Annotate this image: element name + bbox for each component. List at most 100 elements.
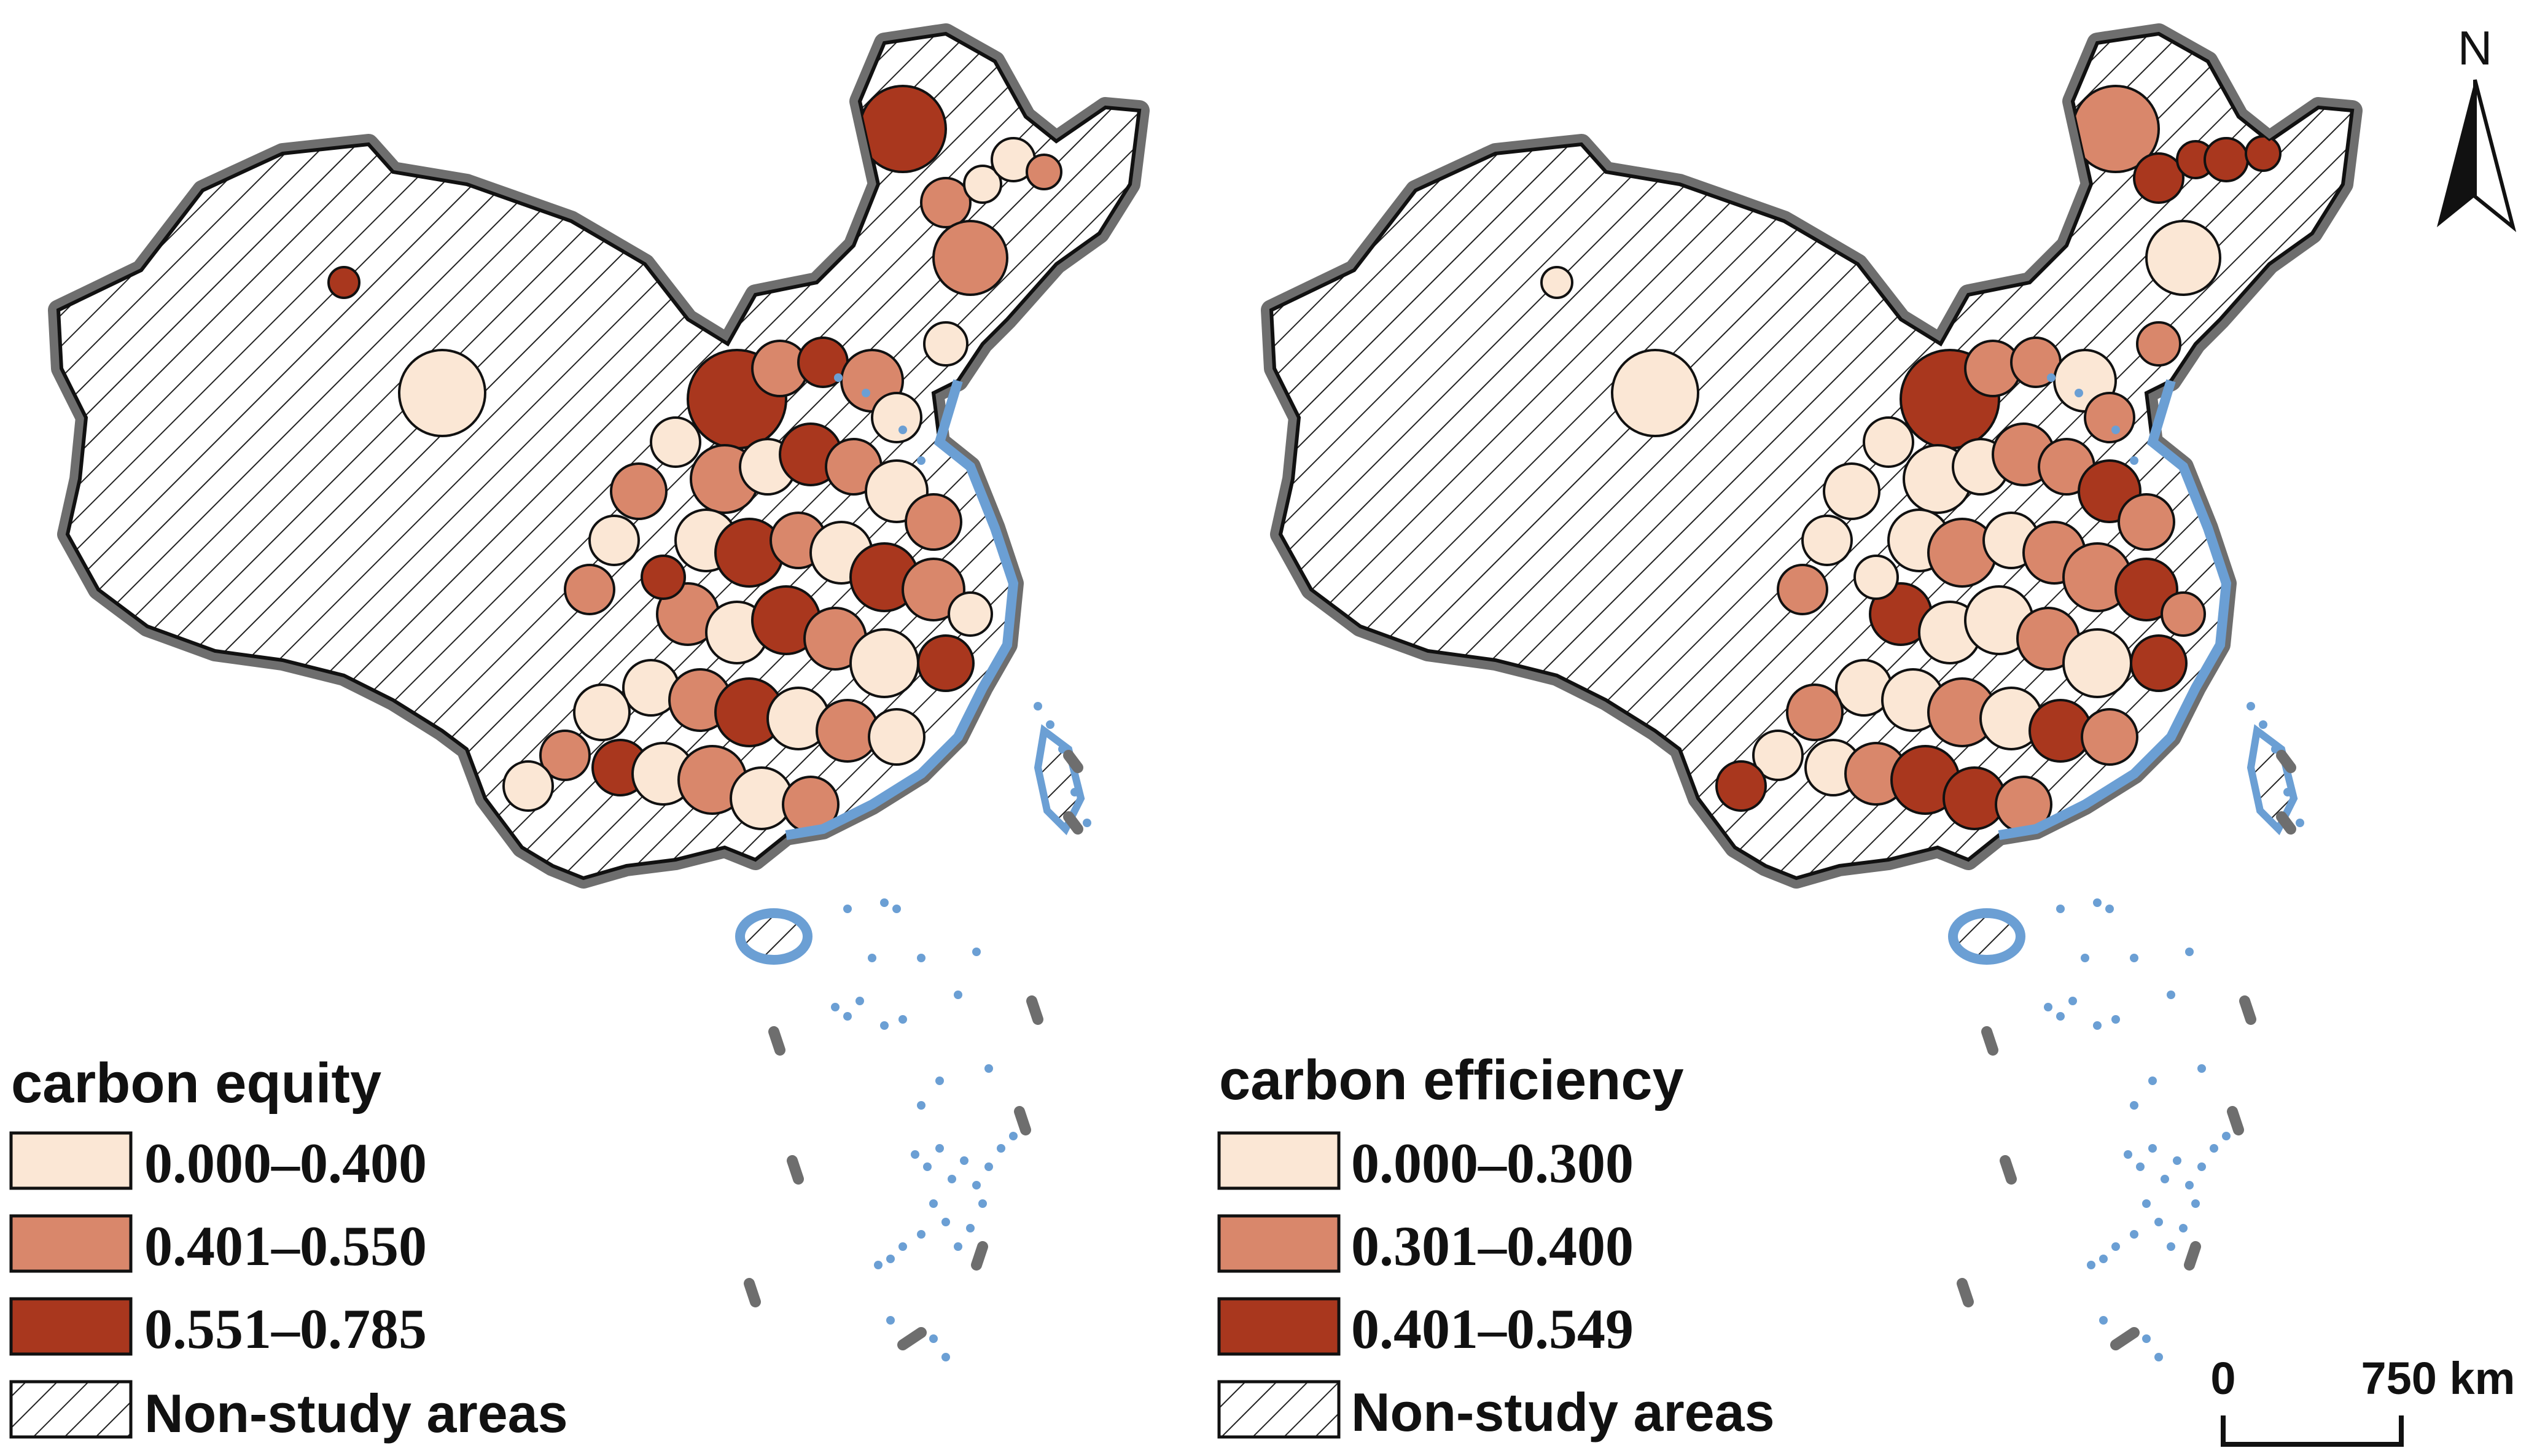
nine-dash-segment (2110, 1327, 2140, 1350)
island-dot (2130, 1101, 2138, 1110)
taiwan-island (1034, 724, 1085, 836)
island-dot (2173, 1156, 2181, 1165)
city-region (573, 683, 631, 741)
island-dot (1046, 720, 1054, 729)
city-region (610, 462, 668, 520)
city-region (920, 177, 972, 228)
island-dot (2142, 1334, 2151, 1343)
city-region (871, 392, 922, 443)
island-dot (972, 1181, 981, 1189)
city-region (650, 416, 701, 468)
city-region (868, 708, 926, 766)
city-region (2114, 558, 2178, 621)
island-dot (2222, 1132, 2231, 1140)
city-region (2145, 220, 2221, 296)
island-dot (886, 1316, 895, 1325)
island-dot (966, 1224, 975, 1232)
city-region (963, 165, 1002, 204)
island-dot (898, 426, 907, 434)
city-region (859, 85, 947, 173)
island-dot (868, 954, 876, 962)
legend-label-low: 0.000–0.400 (144, 1132, 427, 1194)
city-region (917, 634, 975, 692)
city-region (1853, 555, 1899, 600)
city-region (1801, 515, 1853, 566)
island-dot (917, 1230, 926, 1239)
island-dot (2056, 1012, 2065, 1021)
island-dot (2044, 1003, 2052, 1011)
island-dot (2087, 1261, 2095, 1269)
city-region (905, 493, 962, 551)
nine-dash-segment (1063, 750, 1083, 773)
island-dot (880, 898, 889, 907)
nine-dash-segment (744, 1278, 761, 1307)
city-region (1752, 730, 1804, 781)
city-region (2130, 634, 2188, 692)
island-dot (2247, 702, 2255, 710)
island-dot (2099, 1316, 2108, 1325)
nine-dash-segment (787, 1155, 804, 1185)
island-dot (2154, 1353, 2163, 1361)
nine-dash-segment (1026, 995, 1043, 1025)
island-dot (855, 997, 864, 1005)
legend-swatch-high (9, 1297, 133, 1356)
island-dot (2185, 1181, 2194, 1189)
legend-label-low: 0.000–0.300 (1351, 1132, 1634, 1194)
island-dot (898, 1015, 907, 1024)
nine-dash-segment (897, 1327, 927, 1350)
city-region (1540, 266, 1573, 299)
island-dot (972, 948, 981, 956)
legend-label-non-study: Non-study areas (1351, 1382, 1775, 1442)
nine-dash-segment (2276, 750, 2296, 773)
legend-carbon-efficiency: carbon efficiency 0.000–0.300 0.301–0.40… (1217, 1049, 1775, 1442)
carbon-efficiency-map (1261, 23, 2363, 1361)
city-region (398, 349, 486, 437)
island-dot (935, 1144, 944, 1153)
legend-label-high: 0.401–0.549 (1351, 1298, 1634, 1360)
island-dot (948, 1175, 956, 1183)
island-dot (2093, 898, 2102, 907)
island-dot (2210, 1144, 2218, 1153)
island-dot (2197, 1162, 2206, 1171)
island-dot (2179, 1224, 2188, 1232)
city-region (502, 760, 554, 812)
city-region (2081, 708, 2138, 766)
island-dot (2111, 426, 2120, 434)
scale-bar: 0 750 km (2210, 1353, 2515, 1447)
scale-start-label: 0 (2210, 1353, 2235, 1404)
island-dot (1009, 1132, 1018, 1140)
nine-dash-segment (2276, 811, 2296, 835)
island-dot (831, 1003, 840, 1011)
nine-dash-segment (1063, 811, 1083, 835)
nine-dash-segment (1981, 1026, 1998, 1056)
island-dot (2068, 997, 2077, 1005)
city-region (1777, 564, 1828, 615)
island-dot (2148, 1144, 2157, 1153)
island-dot (2047, 373, 2056, 382)
island-dot (2056, 905, 2065, 913)
island-dot (2111, 1242, 2120, 1251)
island-dot (834, 373, 843, 382)
legend-swatch-mid (9, 1214, 133, 1273)
legend-swatch-non-study (1217, 1380, 1341, 1439)
city-region (932, 220, 1008, 296)
city-region (539, 730, 591, 781)
city-region (1715, 760, 1767, 812)
island-dot (960, 1156, 968, 1165)
legend-swatch-mid (1217, 1214, 1341, 1273)
island-dot (997, 1144, 1005, 1153)
north-arrow-outline-icon (2473, 79, 2517, 233)
island-dot (2142, 1199, 2151, 1208)
nine-dash-segment (2239, 995, 2256, 1025)
island-dot (843, 905, 852, 913)
city-region (2062, 628, 2132, 698)
island-dot (2136, 1162, 2145, 1171)
island-dot (1070, 788, 1079, 796)
island-dot (892, 905, 901, 913)
island-dot (954, 991, 962, 999)
island-dot (2130, 954, 2138, 962)
north-label: N (2458, 21, 2492, 75)
nine-dash-segment (2000, 1155, 2017, 1185)
island-dot (929, 1334, 938, 1343)
